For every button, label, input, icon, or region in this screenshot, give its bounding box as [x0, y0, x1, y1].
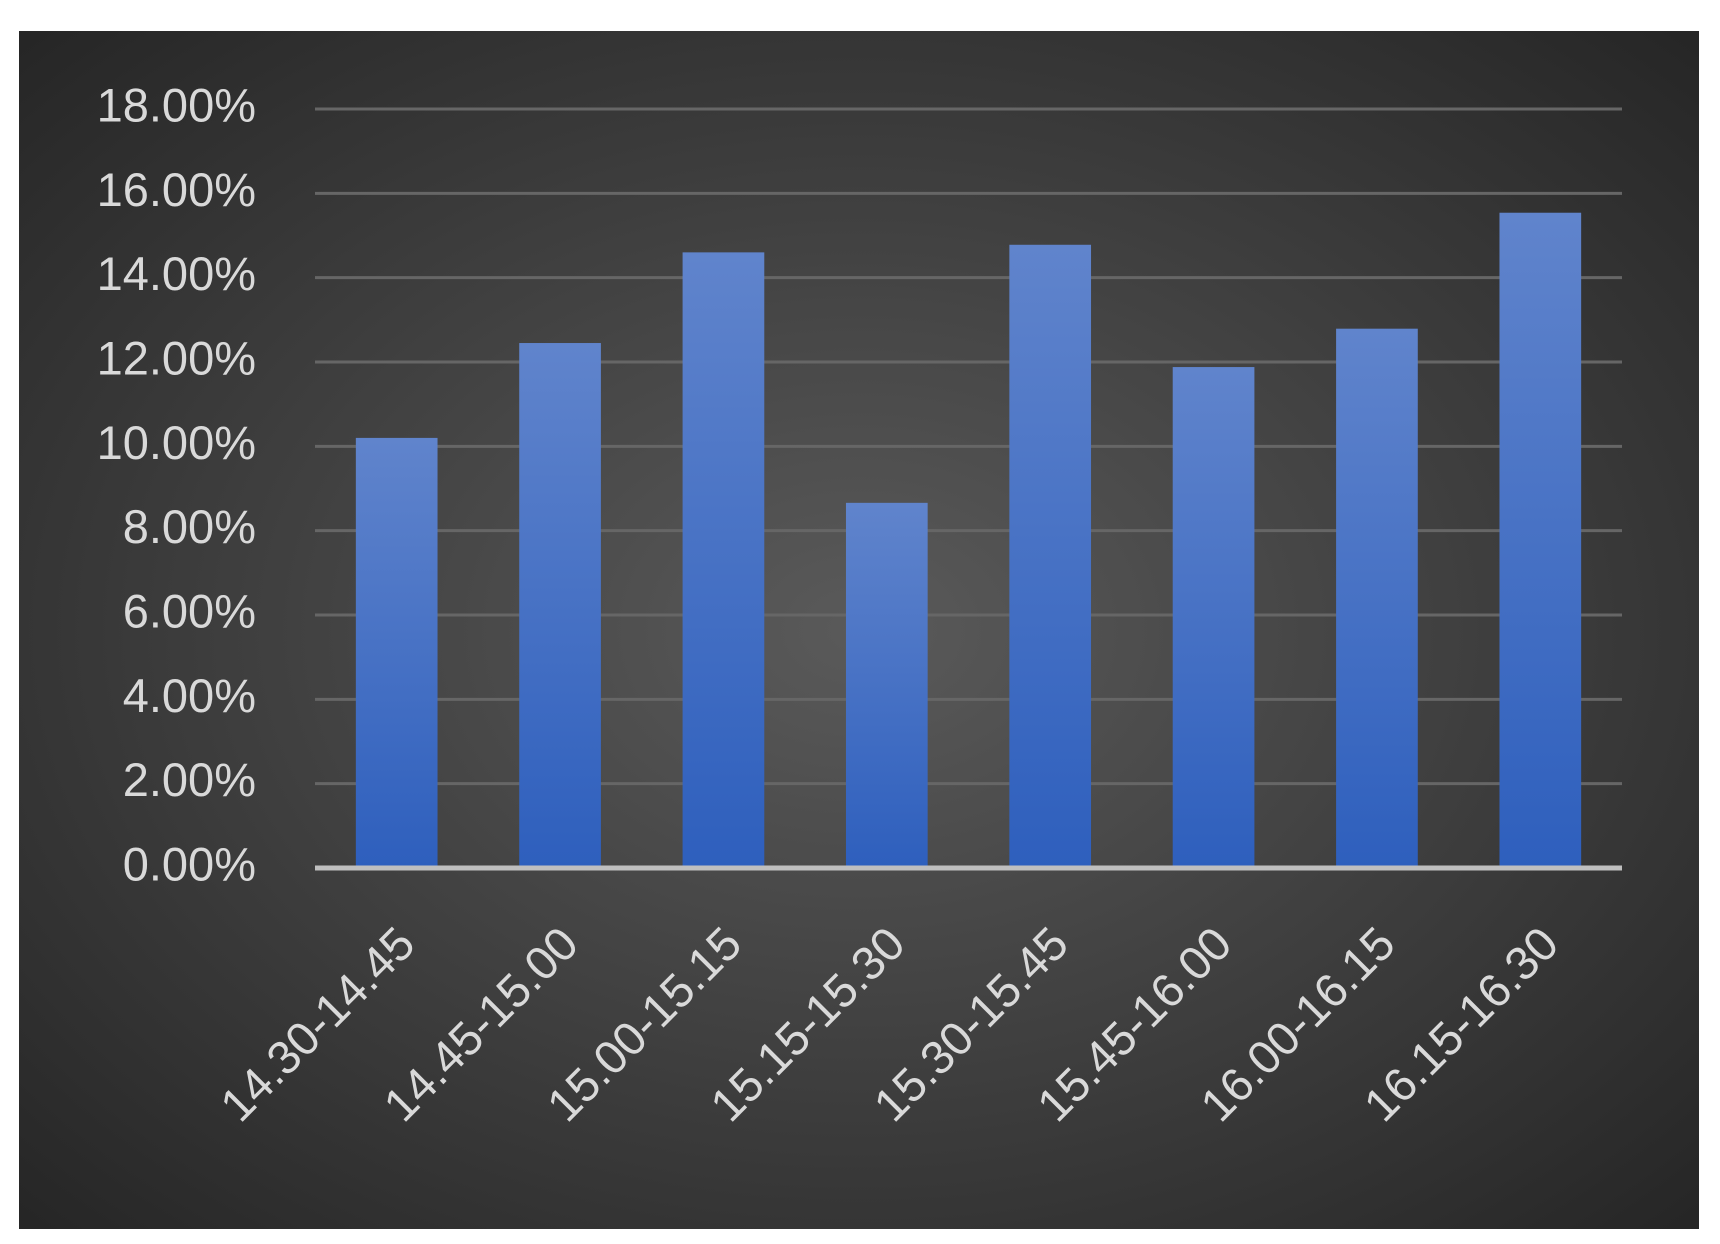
bar [845, 502, 928, 868]
y-tick-label: 14.00% [97, 247, 256, 300]
bar [1009, 244, 1092, 868]
y-tick-label: 18.00% [97, 78, 256, 131]
bar [682, 252, 765, 868]
y-tick-label: 0.00% [123, 837, 256, 890]
bar [519, 343, 601, 868]
y-tick-label: 8.00% [123, 500, 256, 553]
y-tick-label: 2.00% [123, 753, 256, 806]
bar [355, 437, 438, 868]
bar [1336, 328, 1418, 868]
y-tick-label: 10.00% [97, 416, 256, 469]
bar [1499, 212, 1582, 869]
y-tick-label: 16.00% [97, 163, 256, 216]
y-tick-label: 4.00% [123, 669, 256, 722]
bar [1172, 367, 1255, 868]
y-tick-label: 12.00% [97, 331, 256, 384]
y-tick-label: 6.00% [123, 584, 256, 637]
